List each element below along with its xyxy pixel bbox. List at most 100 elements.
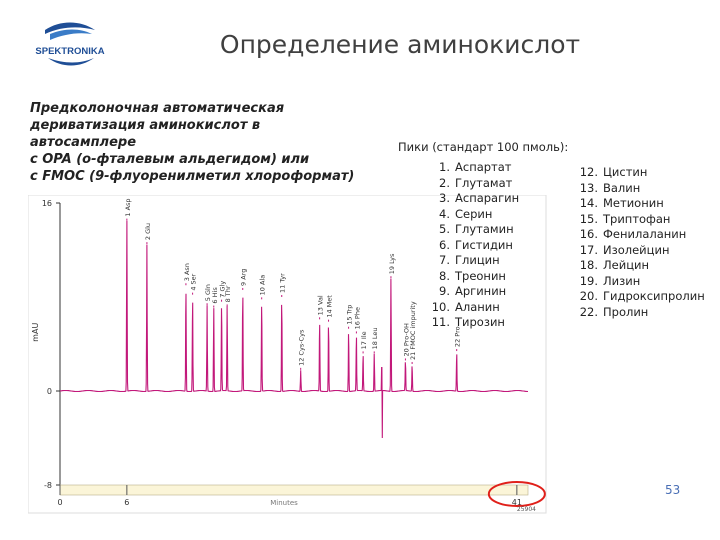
peak-label: 13 Val [317, 295, 325, 315]
description-line: с FMOC (9-флуоренилметил хлороформат) [30, 169, 355, 184]
peak-label: 5 Gln [204, 284, 212, 301]
peak-name: Триптофан [603, 211, 671, 226]
logo-swoosh-bottom [48, 58, 94, 66]
peak-label: 18 Leu [371, 327, 379, 349]
peak-label: 12 Cys-Cys [298, 329, 306, 366]
peak-name: Аланин [455, 299, 500, 314]
peak-label: 16 Phe [353, 307, 361, 329]
peak-list-item: 17. Изолейцин [572, 243, 705, 259]
peak-name: Глицин [455, 253, 500, 267]
peak-list-item: 14. Метионин [572, 196, 705, 212]
peak-list-item: 3. Аспарагин [424, 191, 519, 207]
peak-label: 6 His [211, 287, 219, 304]
peak-label: 4 Ser [190, 273, 198, 290]
description-line: автосамплере [30, 135, 137, 150]
peak-name: Фенилаланин [603, 227, 687, 241]
peak-number: 14. [579, 196, 598, 210]
peak-number: 13. [579, 180, 598, 195]
peak-name: Метионин [603, 196, 664, 210]
peak-number: 4. [439, 206, 450, 221]
peak-label: 1 Asp [124, 198, 132, 216]
peak-legend-header: Пики (стандарт 100 пмоль): [398, 140, 569, 154]
peak-number: 18. [579, 258, 598, 272]
peak-label: 19 Lys [388, 253, 396, 274]
peak-label: 11 Tyr [279, 273, 287, 293]
peak-list-item: 15. Триптофан [572, 212, 705, 228]
x-tick-label: 6 [124, 498, 129, 507]
peak-name: Серин [455, 206, 493, 221]
peak-name: Лизин [603, 273, 641, 288]
peak-number: 1. [439, 160, 450, 174]
peak-list-item: 5. Глутамин [424, 222, 519, 238]
peak-list-item: 20. Гидроксипролин [572, 289, 705, 305]
peak-list-item: 8. Треонин [424, 269, 519, 285]
spektronika-logo: SPEKTRONIKA [20, 20, 120, 70]
description-line: Предколоночная автоматическая [30, 101, 285, 116]
peak-label: 8 Thr [224, 285, 232, 302]
peak-number: 12. [579, 165, 598, 179]
chart-footnote: 25904 [517, 506, 536, 513]
highlight-ellipse [487, 481, 546, 507]
peak-name: Аргинин [455, 284, 507, 298]
peak-list-left: 1. Аспартат 2. Глутамат 3. Аспарагин 4. Серин 5.… [424, 160, 519, 331]
peak-name: Лейцин [603, 258, 650, 272]
peak-label: 7 Gly [219, 281, 227, 298]
peak-name: Аспартат [455, 160, 512, 174]
peak-number: 7. [439, 253, 450, 267]
peak-legend: Пики (стандарт 100 пмоль): 1. Аспартат 2. Г… [398, 140, 718, 330]
peak-list-item: 12. Цистин [572, 165, 705, 181]
peak-list-item: 9. Аргинин [424, 284, 519, 300]
peak-label: 15 Trp [346, 305, 354, 325]
peak-number: 9. [439, 284, 450, 298]
y-tick-label: 0 [47, 387, 52, 396]
y-axis-label: mAU [31, 323, 40, 342]
page-number: 53 [665, 483, 681, 497]
method-description: Предколоночная автоматическая дериватиза… [30, 100, 410, 185]
chromatogram: 16 0 -8 mAU 0 6 41 Minutes 25904 1 Asp 2 Glu 3 Asn 4… [27, 194, 548, 515]
logo-text: SPEKTRONIKA [35, 46, 104, 57]
logo-graphic: SPEKTRONIKA [35, 22, 105, 66]
peak-list-item: 19. Лизин [572, 274, 705, 290]
peak-list-item: 4. Серин [424, 207, 519, 223]
peak-list-item: 11. Тирозин [424, 315, 519, 331]
peak-name: Пролин [603, 304, 649, 319]
peak-list-item: 2. Глутамат [424, 176, 519, 192]
peak-number: 3. [439, 191, 450, 205]
logo-swoosh-mid [50, 29, 92, 40]
peak-list-right: 12. Цистин 13. Валин 14. Метионин 15. Триптофан… [572, 165, 705, 320]
peak-label: 22 Pro [454, 326, 462, 347]
peak-list-item: 13. Валин [572, 181, 705, 197]
peak-number: 17. [579, 242, 598, 257]
peak-label: 17 Ile [360, 331, 368, 349]
peak-name: Тирозин [455, 315, 505, 329]
peak-label: 10 Ala [259, 275, 267, 296]
peak-name: Треонин [455, 268, 506, 283]
peak-list-item: 22. Пролин [572, 305, 705, 321]
peak-number: 16. [579, 227, 598, 241]
slide-title: Определение аминокислот [219, 30, 581, 59]
peak-number: 11. [431, 315, 450, 329]
peak-number: 15. [579, 211, 598, 226]
peak-list-item: 10. Аланин [424, 300, 519, 316]
peak-name: Цистин [603, 165, 648, 179]
peak-list-item: 18. Лейцин [572, 258, 705, 274]
description-line: дериватизация аминокислот в [30, 118, 261, 133]
peak-number: 10. [431, 299, 450, 314]
x-tick-label: 0 [57, 498, 62, 507]
peak-number: 8. [439, 268, 450, 283]
peak-label: 9 Arg [240, 269, 248, 286]
peak-name: Гидроксипролин [603, 289, 705, 303]
peak-list-item: 16. Фенилаланин [572, 227, 705, 243]
peak-name: Валин [603, 180, 641, 195]
peak-label: 20 Pro-OH [402, 323, 410, 356]
peak-name: Аспарагин [455, 191, 520, 205]
peak-number: 20. [579, 289, 598, 303]
peak-name: Глутамат [455, 175, 513, 190]
chromatogram-trace [60, 220, 528, 439]
peak-name: Глутамин [455, 222, 514, 236]
peak-name: Изолейцин [603, 242, 670, 257]
x-tick-label: 41 [512, 498, 522, 507]
peak-number: 6. [439, 237, 450, 252]
peak-list-item: 7. Глицин [424, 253, 519, 269]
